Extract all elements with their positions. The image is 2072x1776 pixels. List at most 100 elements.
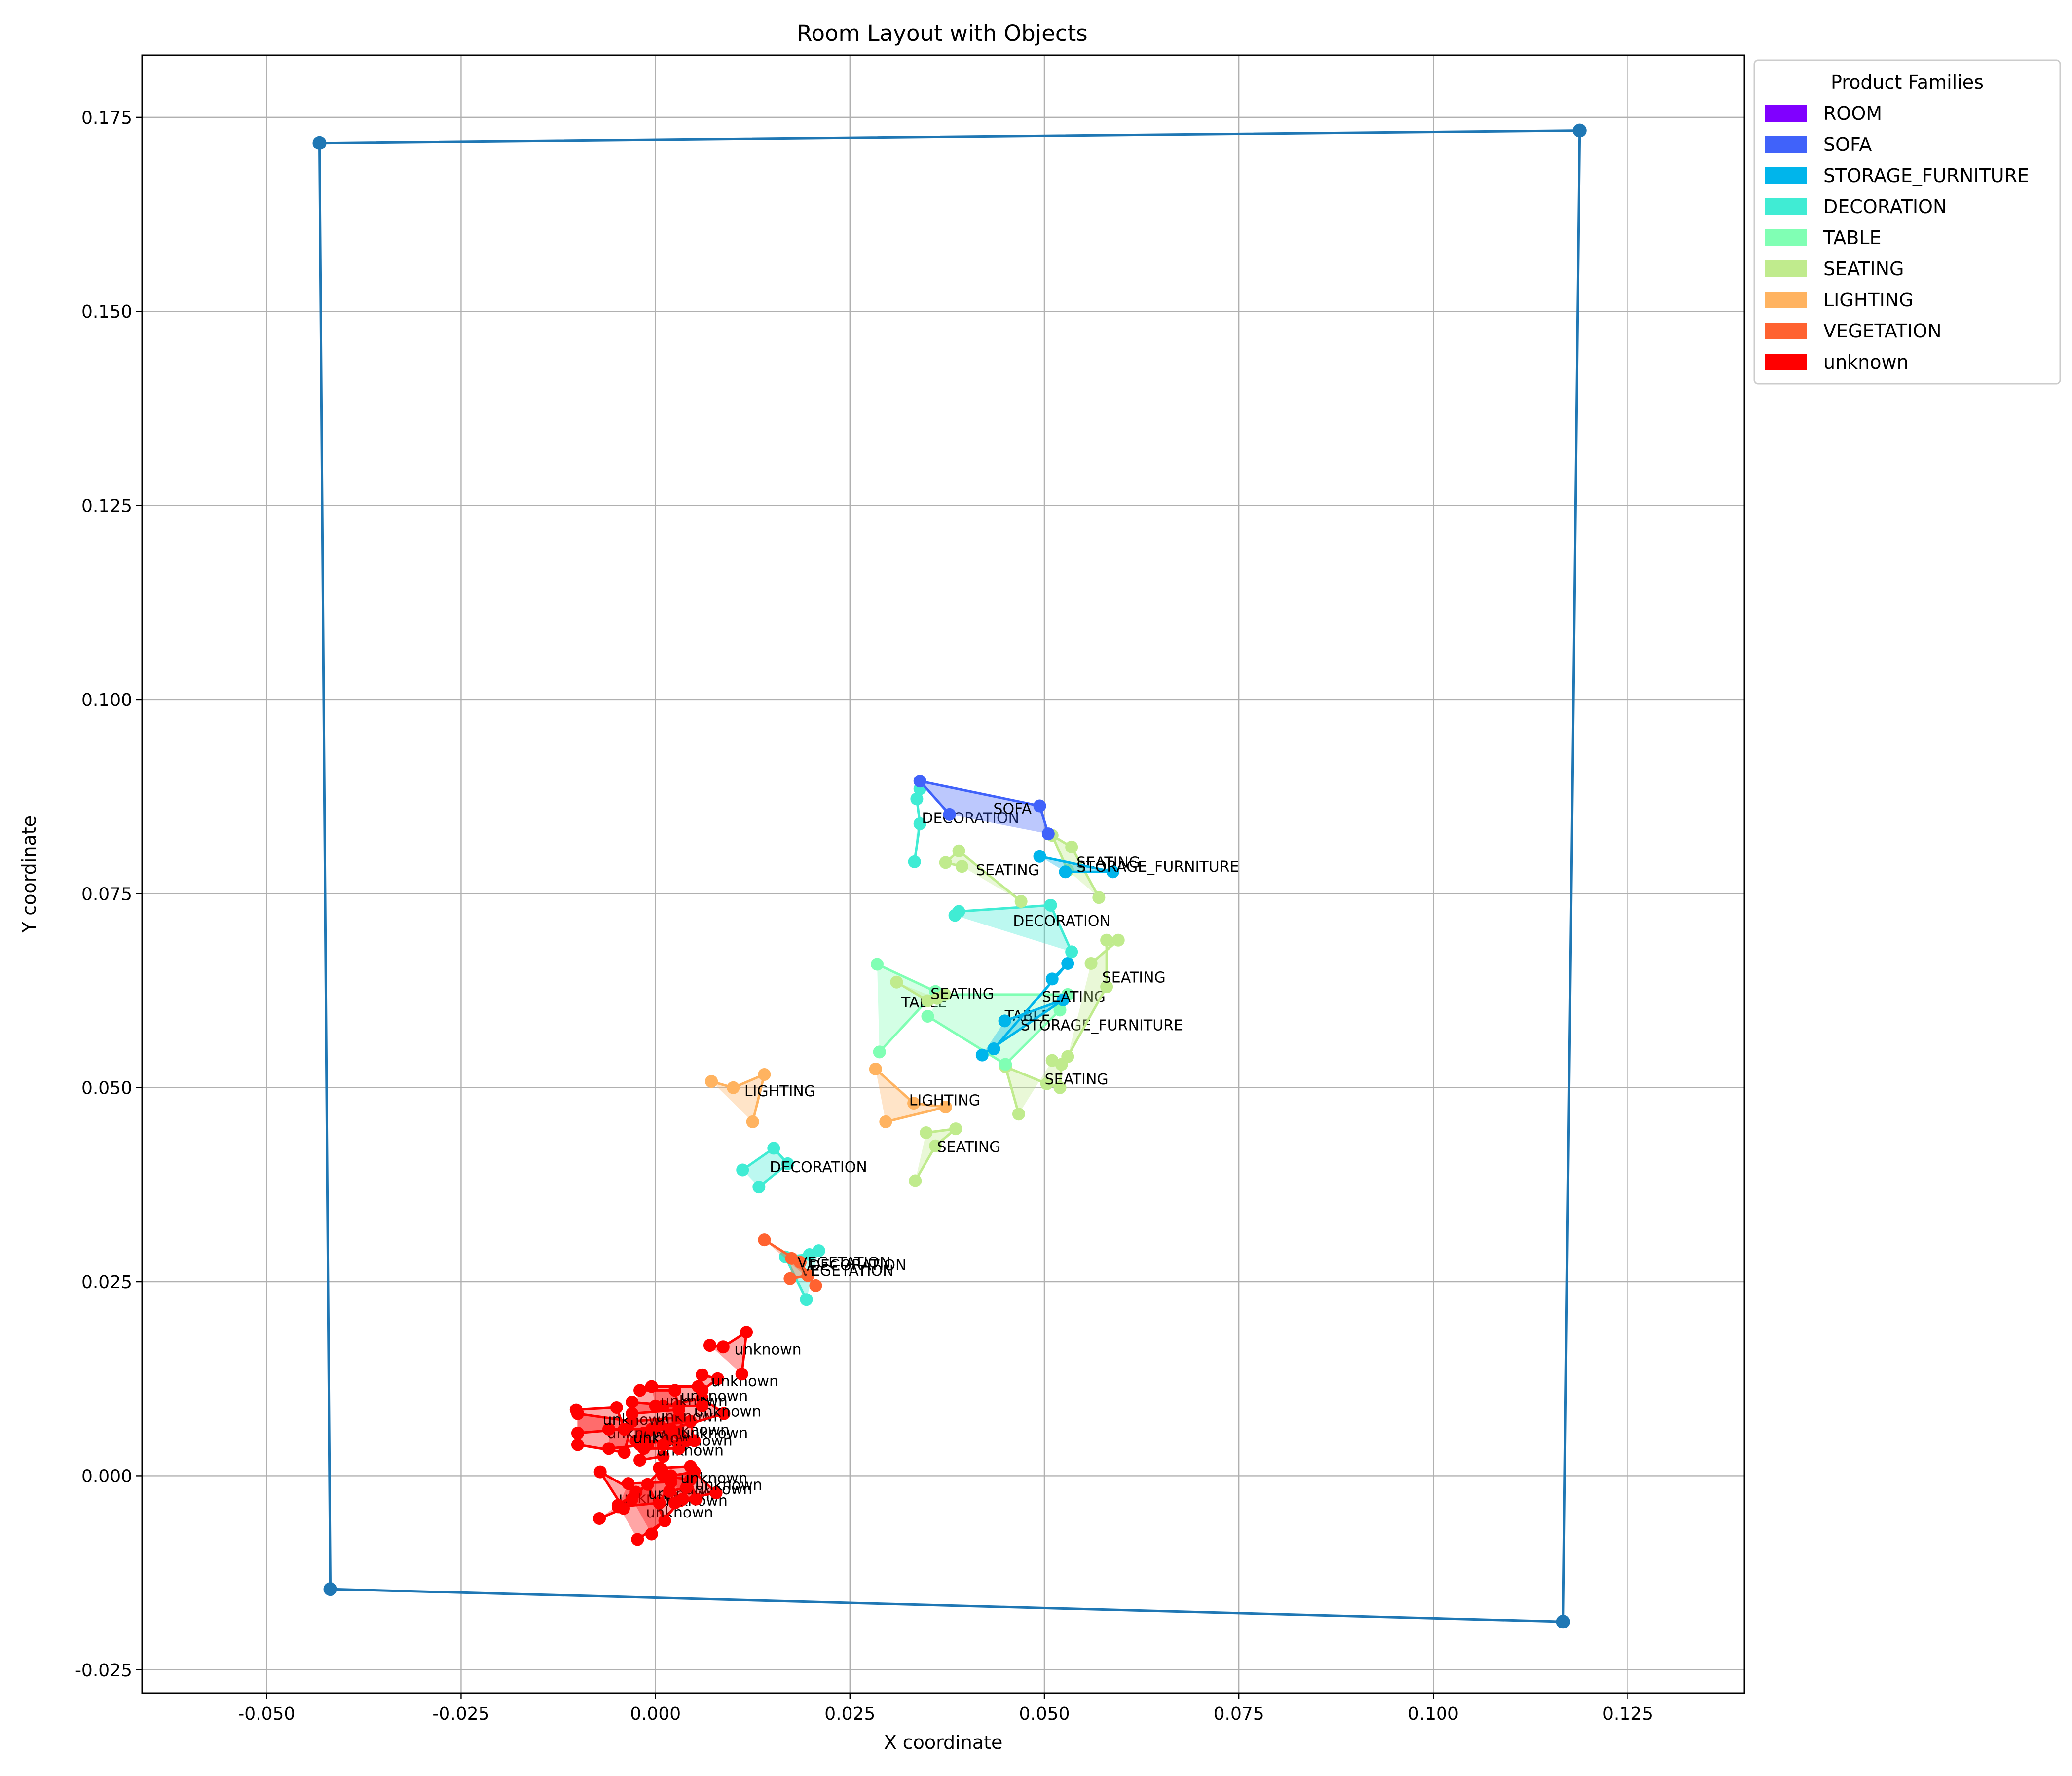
y-tick-label: -0.025 [75,1661,132,1681]
object-point [1059,865,1072,879]
legend-swatch [1765,105,1807,122]
object-point [1092,891,1106,904]
y-axis-title: Y coordinate [18,815,40,933]
object-point [705,1075,718,1088]
object-label: LIGHTING [909,1092,980,1109]
object-point [800,1293,813,1306]
object-storage_furniture: STORAGE_FURNITURE [1033,850,1239,879]
legend-entry-label: SOFA [1823,134,1872,155]
object-point [645,1527,658,1541]
object-unknown: unknown [653,1460,748,1498]
object-point [593,1465,607,1479]
object-outline [709,1330,748,1374]
legend-entry-label: ROOM [1823,103,1882,124]
object-decoration: DECORATION [948,898,1110,959]
legend-swatch [1765,229,1807,246]
object-point [921,1009,934,1023]
object-fill [671,1472,716,1499]
x-axis-ticks: -0.050 -0.025 0.000 0.025 0.050 0.075 0.100 0.1… [238,1693,1653,1724]
object-point [626,1395,639,1408]
object-point [910,792,924,806]
object-label: unknown [680,1470,747,1487]
object-outline [599,1471,637,1520]
object-point [809,1279,822,1292]
object-point [703,1339,716,1352]
object-label: DECORATION [770,1159,867,1176]
legend-swatch [1765,167,1807,184]
object-point [680,1481,693,1494]
object-label: SEATING [976,862,1039,879]
grid-layer [142,55,1744,1693]
object-point [645,1380,658,1393]
object-label: DECORATION [1013,913,1110,930]
legend-swatch [1765,198,1807,215]
object-point [1100,980,1113,994]
object-outline [741,1147,790,1188]
object-point [618,1446,631,1459]
object-label: SEATING [1042,989,1106,1006]
object-decoration: DECORATION [736,1142,867,1194]
object-point [571,1426,584,1440]
object-point [1045,972,1059,986]
object-seating: SEATING [909,1122,1001,1187]
x-tick-label: 0.050 [1019,1704,1070,1724]
y-tick-label: 0.175 [81,108,132,128]
room-outline-layer [312,123,1587,1629]
object-point [676,1492,689,1506]
object-point [952,844,965,857]
object-point [998,1014,1011,1028]
object-point [649,1399,662,1412]
object-point [913,775,926,788]
object-point [1084,957,1098,970]
object-point [1053,1003,1067,1017]
object-point [870,958,884,971]
x-tick-label: -0.050 [238,1704,295,1724]
object-decoration: DECORATION [908,782,1019,868]
object-fill [742,1148,788,1187]
object-point [890,975,903,989]
object-point [610,1401,623,1414]
object-label: STORAGE_FURNITURE [1021,1017,1183,1034]
object-point [879,1115,892,1128]
object-outline [943,849,1022,903]
legend-swatch [1765,136,1807,153]
object-fill [920,781,1048,834]
legend-entry-label: DECORATION [1823,196,1947,218]
object-storage_furniture: STORAGE_FURNITURE [975,993,1183,1062]
object-fill [576,1407,625,1433]
object-fill [1052,835,1099,898]
object-point [684,1460,697,1473]
object-point [569,1403,583,1416]
object-point [716,1340,730,1354]
chart-title: Room Layout with Objects [797,20,1088,46]
object-point [1065,945,1078,959]
object-point [1033,799,1046,813]
object-point [939,856,952,869]
object-point [657,1450,670,1463]
x-tick-label: 0.000 [630,1704,681,1724]
object-point [873,1045,886,1059]
object-outline [711,1072,766,1122]
object-label: DECORATION [922,810,1019,827]
object-seating: SEATING [939,844,1039,908]
object-label: unknown [681,1388,748,1405]
object-point [920,1126,933,1139]
object-point [740,1326,753,1339]
object-fill [651,1386,703,1406]
object-seating: SEATING [999,1054,1109,1121]
object-point [929,1139,942,1152]
object-point [665,1423,678,1436]
object-point [1065,840,1078,853]
object-point [913,817,926,830]
object-point [758,1233,771,1247]
object-seating: SEATING [1061,933,1166,1063]
object-sofa: SOFA [913,775,1055,841]
room-corner-point [323,1582,337,1596]
object-point [943,808,956,821]
object-point [869,1062,882,1075]
object-point [783,1272,797,1285]
object-point [696,1399,709,1412]
x-tick-label: 0.025 [824,1704,875,1724]
